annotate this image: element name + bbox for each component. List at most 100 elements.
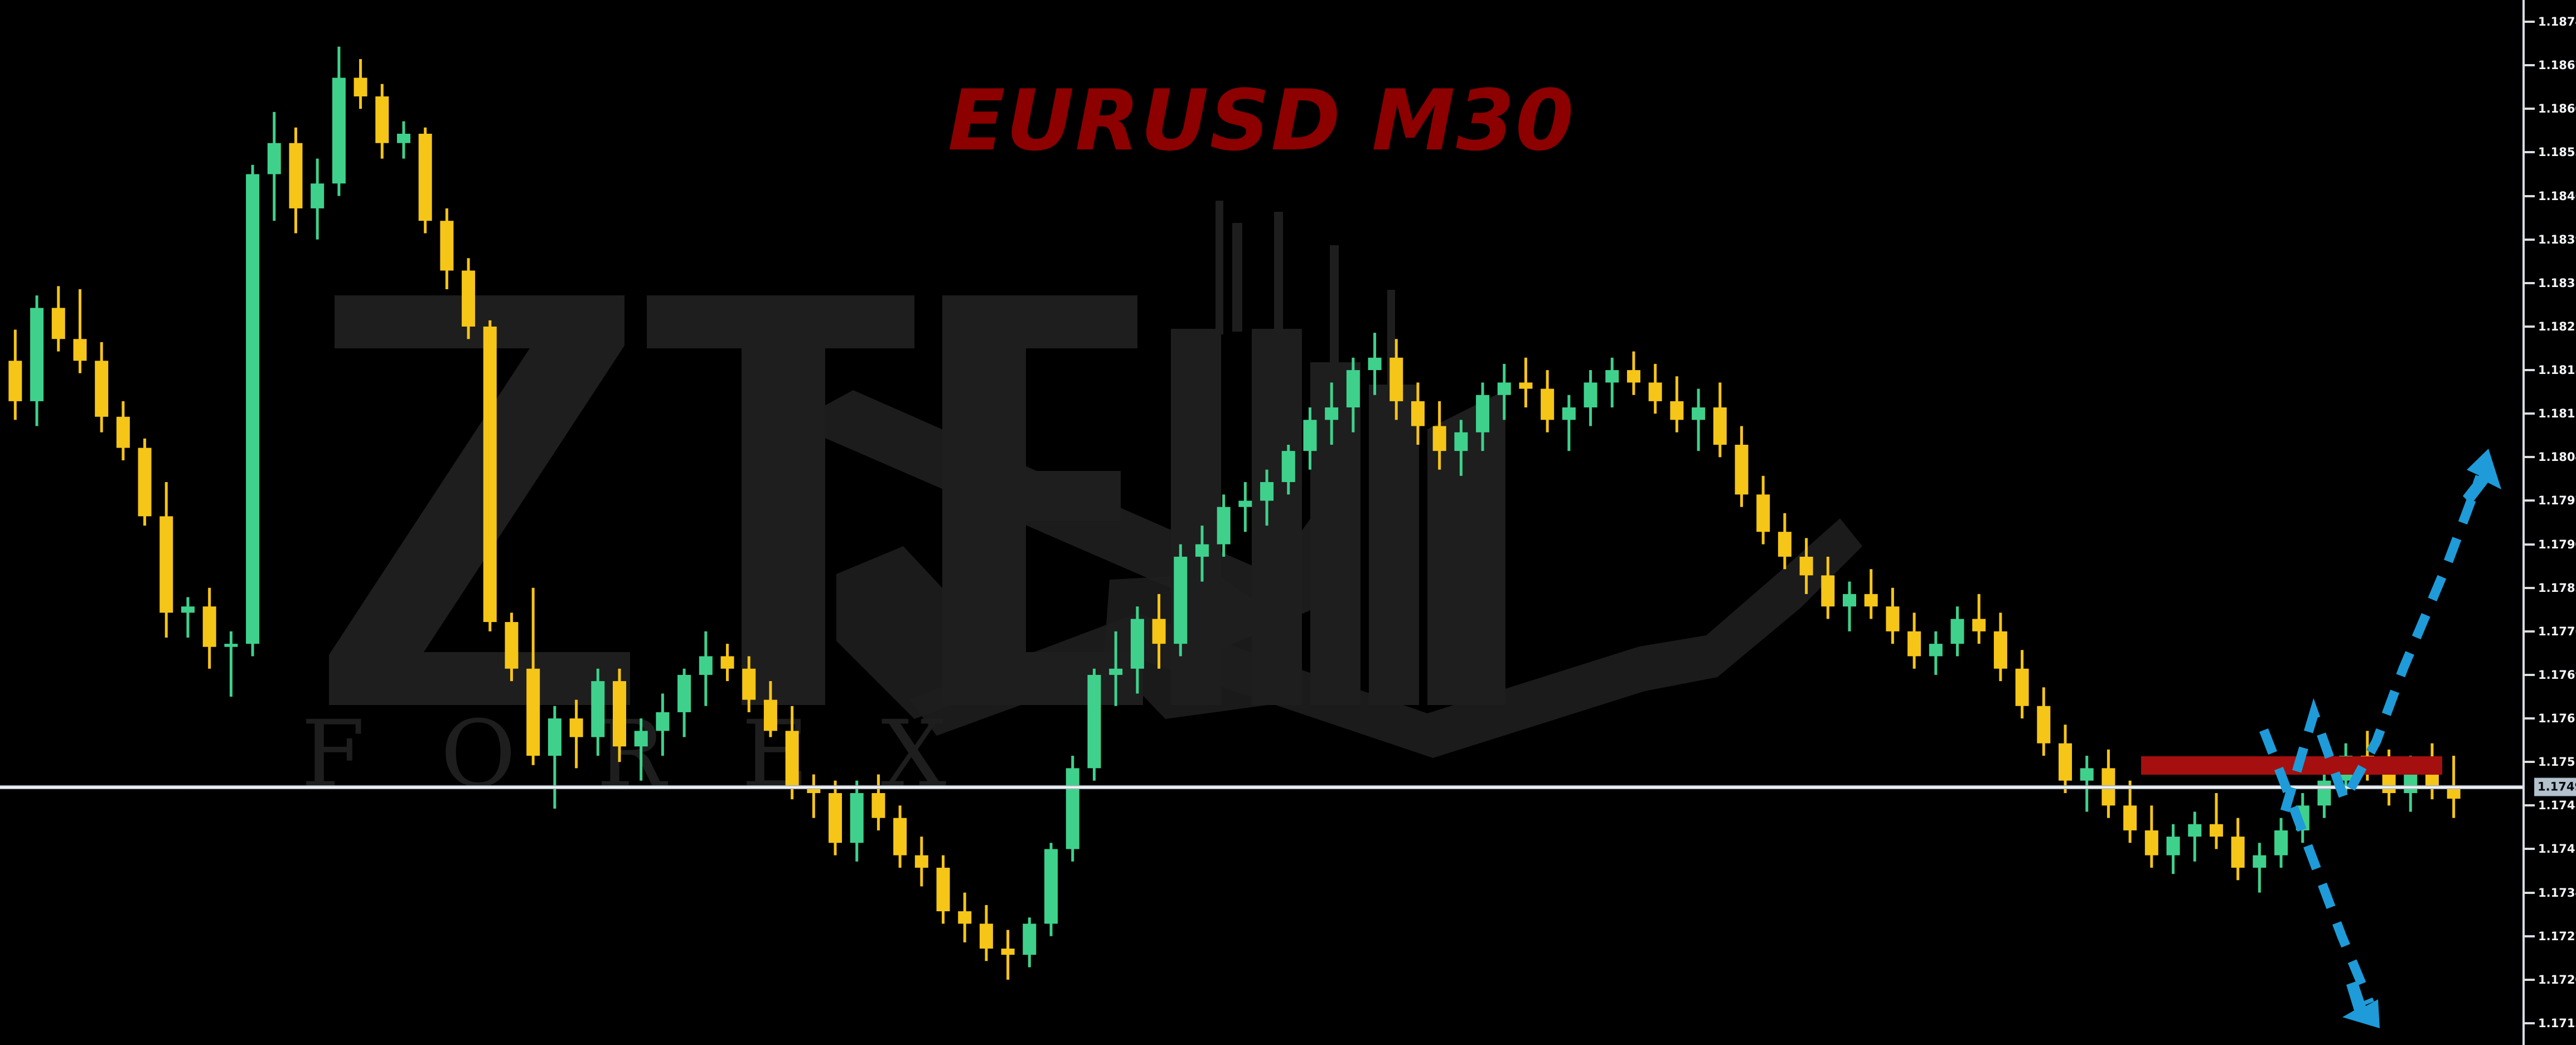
- axis-tick-label: 1.17900: [2538, 537, 2576, 551]
- candlestick: [1109, 631, 1123, 706]
- candle-body: [850, 793, 864, 843]
- candlestick: [871, 774, 885, 830]
- candlestick: [1843, 581, 1856, 631]
- candlestick: [289, 127, 303, 234]
- candlestick: [677, 668, 691, 737]
- candlestick: [2166, 824, 2180, 874]
- candle-body: [1605, 370, 1619, 383]
- candlestick: [95, 342, 109, 432]
- axis-tick: [2525, 935, 2535, 937]
- candlestick: [159, 482, 173, 638]
- candlestick: [1756, 475, 1770, 545]
- axis-tick-label: 1.18460: [2538, 189, 2576, 203]
- candlestick: [526, 587, 540, 765]
- axis-tick-label: 1.17480: [2538, 799, 2576, 813]
- candlestick: [1562, 395, 1576, 451]
- candlestick: [979, 905, 993, 961]
- candle-body: [1756, 494, 1770, 532]
- candle-body: [2037, 706, 2051, 743]
- axis-tick: [2525, 412, 2535, 415]
- candle-wick: [1114, 631, 1117, 706]
- candle-body: [73, 339, 87, 361]
- axis-tick: [2525, 673, 2535, 676]
- candle-body: [1993, 631, 2007, 669]
- candle-body: [1260, 482, 1274, 501]
- candlestick: [181, 597, 195, 638]
- axis-tick-label: 1.18670: [2538, 59, 2576, 72]
- candlestick: [116, 401, 130, 460]
- candle-body: [1843, 594, 1856, 607]
- axis-tick: [2525, 630, 2535, 633]
- resistance-zone[interactable]: [2141, 756, 2442, 775]
- candle-body: [1907, 631, 1921, 657]
- candlestick: [2059, 725, 2073, 793]
- candlestick: [30, 295, 44, 426]
- candle-body: [1735, 444, 1749, 495]
- candlestick: [2231, 818, 2245, 881]
- axis-tick: [2525, 21, 2535, 23]
- axis-tick: [2525, 978, 2535, 981]
- candlestick: [1907, 613, 1921, 669]
- candlestick: [1821, 556, 1835, 619]
- candle-body: [1023, 924, 1037, 955]
- candle-body: [2317, 780, 2331, 806]
- candle-body: [267, 143, 281, 174]
- candle-body: [311, 183, 325, 208]
- candle-body: [1713, 407, 1727, 445]
- candle-body: [2296, 805, 2309, 830]
- candle-body: [569, 718, 583, 737]
- candlestick: [1454, 420, 1468, 476]
- candlestick: [1864, 569, 1878, 619]
- candle-body: [914, 855, 928, 868]
- candlestick-series: [8, 46, 2461, 980]
- candlestick: [1152, 594, 1166, 669]
- candle-body: [1346, 370, 1360, 408]
- candle-body: [1087, 674, 1101, 769]
- candlestick: [505, 613, 519, 682]
- candlestick: [1303, 407, 1317, 470]
- candlestick: [1260, 469, 1274, 526]
- axis-tick-label: 1.18040: [2538, 450, 2576, 464]
- candlestick: [699, 631, 713, 706]
- candle-wick: [186, 597, 190, 638]
- candle-wick: [78, 289, 81, 373]
- candle-body: [763, 699, 777, 731]
- candle-body: [2253, 855, 2267, 868]
- candle-body: [440, 221, 454, 271]
- candlestick: [1605, 357, 1619, 408]
- candle-body: [1497, 382, 1511, 395]
- candle-body: [1281, 451, 1295, 482]
- candle-wick: [1610, 357, 1614, 408]
- axis-tick: [2525, 281, 2535, 284]
- candlestick: [1713, 382, 1727, 458]
- candle-body: [1584, 382, 1597, 408]
- axis-tick-label: 1.17410: [2538, 842, 2576, 856]
- axis-tick: [2525, 238, 2535, 241]
- axis-tick-label: 1.17760: [2538, 624, 2576, 638]
- candle-body: [1929, 644, 1943, 657]
- price-plot-area: [8, 46, 2461, 980]
- candle-body: [462, 270, 476, 327]
- axis-tick-label: 1.17830: [2538, 581, 2576, 595]
- candlestick: [569, 699, 583, 769]
- candle-body: [1174, 556, 1188, 644]
- candlestick: [396, 121, 410, 159]
- axis-tick: [2525, 1022, 2535, 1024]
- candlestick: [332, 46, 346, 196]
- candlestick: [1519, 357, 1533, 408]
- candlestick: [829, 780, 842, 856]
- candle-body: [1368, 357, 1382, 371]
- axis-tick-label: 1.18250: [2538, 319, 2576, 333]
- candle-body: [1044, 849, 1058, 924]
- candlestick: [1692, 388, 1706, 451]
- axis-tick: [2525, 195, 2535, 197]
- candlestick: [613, 668, 626, 762]
- candle-wick: [640, 718, 643, 781]
- candlestick: [1648, 363, 1662, 414]
- candle-body: [159, 516, 173, 613]
- axis-tick: [2525, 64, 2535, 67]
- candle-body: [893, 818, 907, 856]
- candle-body: [1799, 556, 1813, 576]
- price-axis[interactable]: [2522, 0, 2576, 1045]
